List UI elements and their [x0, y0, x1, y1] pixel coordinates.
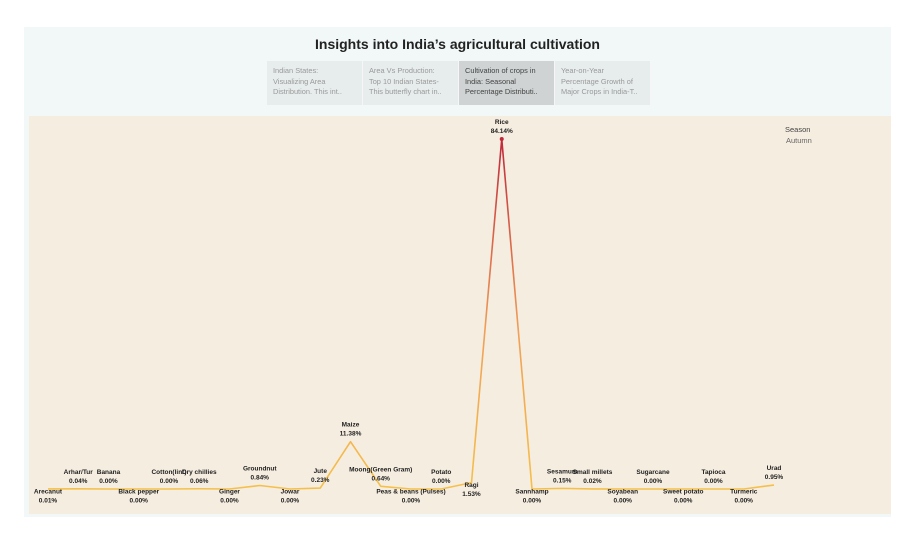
value-label: 0.00% — [674, 498, 693, 505]
story-tab-text: Percentage Growth of — [561, 76, 633, 86]
value-label: 84.14% — [491, 128, 513, 135]
data-point-rice[interactable] — [499, 137, 504, 141]
value-label: 0.00% — [402, 498, 421, 505]
value-label: 0.00% — [523, 498, 542, 505]
category-label: Soyabean — [607, 489, 638, 496]
value-label: 0.15% — [553, 477, 572, 484]
value-label: 11.38% — [340, 431, 362, 438]
story-tab-text: This butterfly chart in.. — [369, 87, 442, 96]
value-label: 0.00% — [614, 498, 633, 505]
story-tab-1[interactable]: Indian States: Visualizing Area Distributi… — [267, 61, 363, 105]
legend-item-autumn[interactable]: Autumn — [786, 136, 812, 145]
value-label: 0.23% — [311, 477, 330, 484]
value-label: 0.00% — [735, 498, 754, 505]
story-tab-text: Indian States: — [273, 66, 319, 75]
story-tab-text: Top 10 Indian States- — [369, 76, 439, 86]
value-label: 0.95% — [765, 474, 784, 481]
value-label: 0.00% — [130, 498, 149, 505]
series-line-autumn — [47, 138, 775, 490]
story-tab-4[interactable]: Year-on-Year Percentage Growth of Major Cr… — [555, 61, 651, 105]
value-label: 0.00% — [644, 478, 663, 485]
value-label: 0.00% — [220, 498, 239, 505]
category-label: Peas & beans (Pulses) — [376, 489, 445, 496]
story-tab-text: Area Vs Production: — [369, 66, 435, 75]
story-tab-text: Cultivation of crops in — [465, 66, 536, 75]
category-label: Cotton(lint) — [151, 469, 186, 476]
category-label: Sugarcane — [636, 469, 670, 476]
category-label: Arecanut — [34, 488, 63, 495]
dashboard-title: Insights into India’s agricultural culti… — [315, 36, 600, 52]
value-label: 0.00% — [432, 478, 451, 485]
value-label: 0.84% — [251, 475, 270, 482]
category-label: Jowar — [281, 489, 300, 496]
story-tab-2[interactable]: Area Vs Production: Top 10 Indian States-… — [363, 61, 459, 105]
category-label: Jute — [314, 468, 328, 475]
category-label: Ginger — [219, 489, 240, 496]
value-label: 0.00% — [160, 478, 179, 485]
value-label: 0.01% — [39, 497, 58, 504]
category-label: Urad — [767, 465, 782, 472]
category-label: Small millets — [573, 469, 613, 476]
story-tab-text: Visualizing Area — [273, 76, 326, 86]
story-tabs: Indian States: Visualizing Area Distributi… — [267, 61, 651, 105]
story-tab-3[interactable]: Cultivation of crops in India: Seasonal Pe… — [459, 61, 555, 105]
story-tab-text: Distribution. This int.. — [273, 87, 342, 96]
line-chart: Arecanut0.01%Arhar/Tur0.04%Banana0.00%Bl… — [34, 119, 784, 505]
chart-area: Arecanut 0.01% Arhar/Tur 0.04% Banana 0.00% Bl… — [29, 116, 891, 514]
value-label: 0.00% — [704, 478, 723, 485]
value-label: 0.00% — [281, 498, 300, 505]
category-label: Maize — [342, 422, 360, 429]
value-label: 0.00% — [99, 478, 118, 485]
category-label: Turmeric — [730, 489, 758, 496]
category-label: Groundnut — [243, 466, 277, 473]
value-label: 0.04% — [69, 478, 88, 485]
value-label: 1.53% — [462, 491, 481, 498]
category-label: Dry chillies — [182, 469, 217, 476]
category-label: Arhar/Tur — [64, 469, 94, 476]
dashboard: Insights into India’s agricultural culti… — [24, 27, 891, 517]
category-label: Ragi — [464, 482, 478, 489]
category-label: Sesamum — [547, 468, 578, 475]
story-tab-text: Percentage Distributi.. — [465, 87, 538, 96]
story-tab-text: India: Seasonal — [465, 76, 516, 86]
category-label: Black pepper — [118, 489, 159, 496]
category-label: Potato — [431, 469, 451, 476]
value-label: 0.02% — [583, 478, 602, 485]
category-label: Banana — [97, 469, 121, 476]
value-label: 0.06% — [190, 478, 209, 485]
story-tab-text: Major Crops in India-T.. — [561, 87, 638, 96]
category-label: Tapioca — [701, 469, 725, 476]
category-label: Rice — [495, 119, 509, 126]
category-label: Sweet potato — [663, 489, 703, 496]
legend-title: Season — [785, 125, 811, 134]
story-tab-text: Year-on-Year — [561, 66, 605, 75]
value-label: 0.64% — [372, 475, 391, 482]
category-label: Moong(Green Gram) — [349, 466, 412, 473]
category-label: Sannhamp — [515, 489, 548, 496]
